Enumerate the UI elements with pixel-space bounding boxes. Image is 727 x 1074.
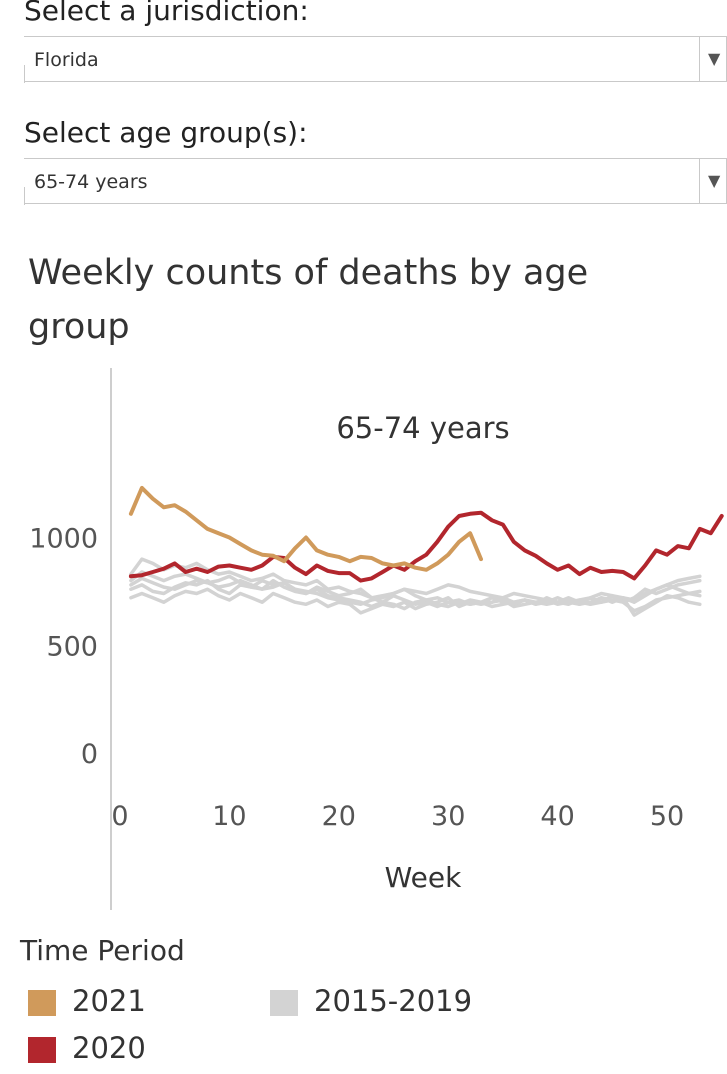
y-tick-label: 0 (81, 739, 98, 770)
legend-swatch (28, 1037, 56, 1063)
jurisdiction-select[interactable]: Florida ▼ (24, 36, 727, 83)
legend-title: Time Period (20, 934, 185, 967)
panel-label: 65-74 years (336, 411, 509, 445)
chart-title: Weekly counts of deaths by age group (28, 253, 589, 347)
x-tick-label: 20 (322, 801, 356, 832)
chevron-down-icon[interactable]: ▼ (708, 171, 721, 190)
chevron-down-icon[interactable]: ▼ (708, 49, 721, 68)
legend-swatch (28, 990, 56, 1016)
x-tick-label: 50 (650, 801, 684, 832)
jurisdiction-selected-value: Florida (34, 49, 99, 71)
series-line-2015-2019[interactable] (129, 576, 702, 607)
line-chart: 65-74 years 0 500 1000 0 10 20 30 40 50 Week (29, 368, 724, 910)
age-group-label: Select age group(s): (24, 116, 308, 149)
x-tick-label: 40 (540, 801, 574, 832)
x-tick-label: 30 (431, 801, 465, 832)
series-line-2015-2019[interactable] (129, 557, 702, 607)
legend-label: 2020 (72, 1031, 146, 1065)
x-tick-label: 0 (111, 801, 128, 832)
y-tick-label: 1000 (29, 524, 98, 555)
y-tick-label: 500 (46, 631, 98, 662)
jurisdiction-label: Select a jurisdiction: (24, 0, 309, 27)
x-tick-label: 10 (212, 801, 246, 832)
legend-label: 2015-2019 (314, 984, 473, 1018)
age-group-selected-value: 65-74 years (34, 171, 148, 193)
legend-swatch (270, 990, 298, 1016)
age-group-select[interactable]: 65-74 years ▼ (24, 158, 727, 205)
series-line-2020[interactable] (128, 510, 724, 583)
legend-label: 2021 (72, 984, 146, 1018)
series-line-2021[interactable] (128, 485, 483, 572)
x-axis-label: Week (385, 861, 462, 894)
